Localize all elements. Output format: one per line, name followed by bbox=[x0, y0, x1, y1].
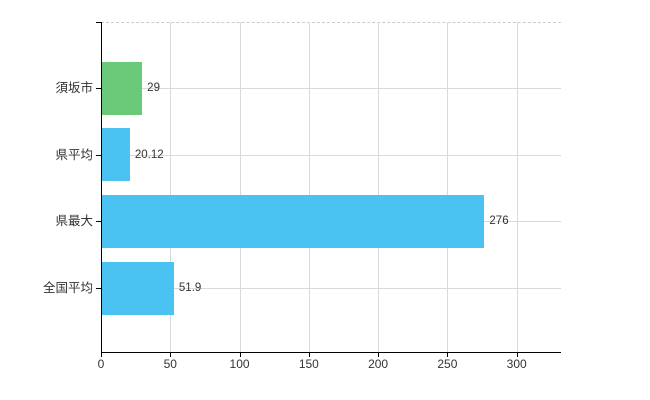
x-axis-tick bbox=[101, 353, 102, 357]
bar bbox=[102, 194, 485, 248]
plot-top-border bbox=[101, 22, 561, 23]
y-axis-tick bbox=[96, 154, 101, 156]
x-axis-tick bbox=[516, 353, 518, 357]
bar bbox=[102, 61, 143, 115]
x-axis-tick bbox=[170, 353, 172, 357]
plot-area: 29 20.12 276 51.9 bbox=[101, 22, 561, 352]
gridline-vertical bbox=[378, 22, 380, 352]
x-axis-tick bbox=[378, 353, 380, 357]
y-axis-tick bbox=[96, 88, 101, 89]
gridline-vertical bbox=[516, 22, 518, 352]
x-tick-label: 50 bbox=[163, 357, 177, 371]
y-axis-tick bbox=[96, 221, 101, 223]
category-label: 県平均 bbox=[55, 147, 93, 162]
x-tick-label: 0 bbox=[97, 357, 105, 371]
gridline-vertical bbox=[447, 22, 449, 352]
x-tick-label: 200 bbox=[368, 357, 389, 371]
x-axis-tick bbox=[239, 353, 241, 357]
y-axis-top-tick bbox=[96, 22, 101, 23]
y-axis bbox=[101, 22, 102, 352]
x-axis bbox=[101, 352, 561, 353]
gridline-horizontal bbox=[101, 288, 561, 289]
x-tick-label: 250 bbox=[437, 357, 458, 371]
x-tick-label: 100 bbox=[229, 357, 250, 371]
gridline-vertical bbox=[239, 22, 241, 352]
bar-value-label: 20.12 bbox=[134, 148, 164, 161]
category-label: 全国平均 bbox=[42, 281, 93, 295]
bar-value-label: 51.9 bbox=[178, 282, 202, 294]
gridline-horizontal bbox=[101, 88, 561, 89]
bar-value-label: 29 bbox=[147, 82, 160, 94]
bar bbox=[102, 261, 174, 315]
x-tick-label: 150 bbox=[298, 357, 319, 371]
category-label: 県最大 bbox=[55, 214, 93, 229]
x-axis-tick bbox=[447, 353, 449, 357]
gridline-vertical bbox=[170, 22, 172, 352]
x-axis-tick bbox=[308, 353, 310, 357]
category-label: 須坂市 bbox=[55, 81, 93, 95]
x-tick-label: 300 bbox=[506, 357, 527, 371]
bar bbox=[102, 128, 130, 182]
gridline-horizontal bbox=[101, 154, 561, 156]
bar-value-label: 276 bbox=[489, 215, 509, 228]
gridline-vertical bbox=[308, 22, 310, 352]
y-axis-tick bbox=[96, 288, 101, 289]
